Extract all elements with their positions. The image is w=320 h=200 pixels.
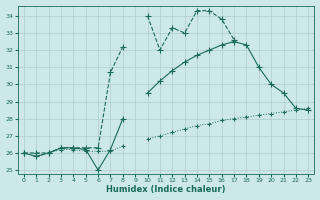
X-axis label: Humidex (Indice chaleur): Humidex (Indice chaleur) bbox=[106, 185, 226, 194]
